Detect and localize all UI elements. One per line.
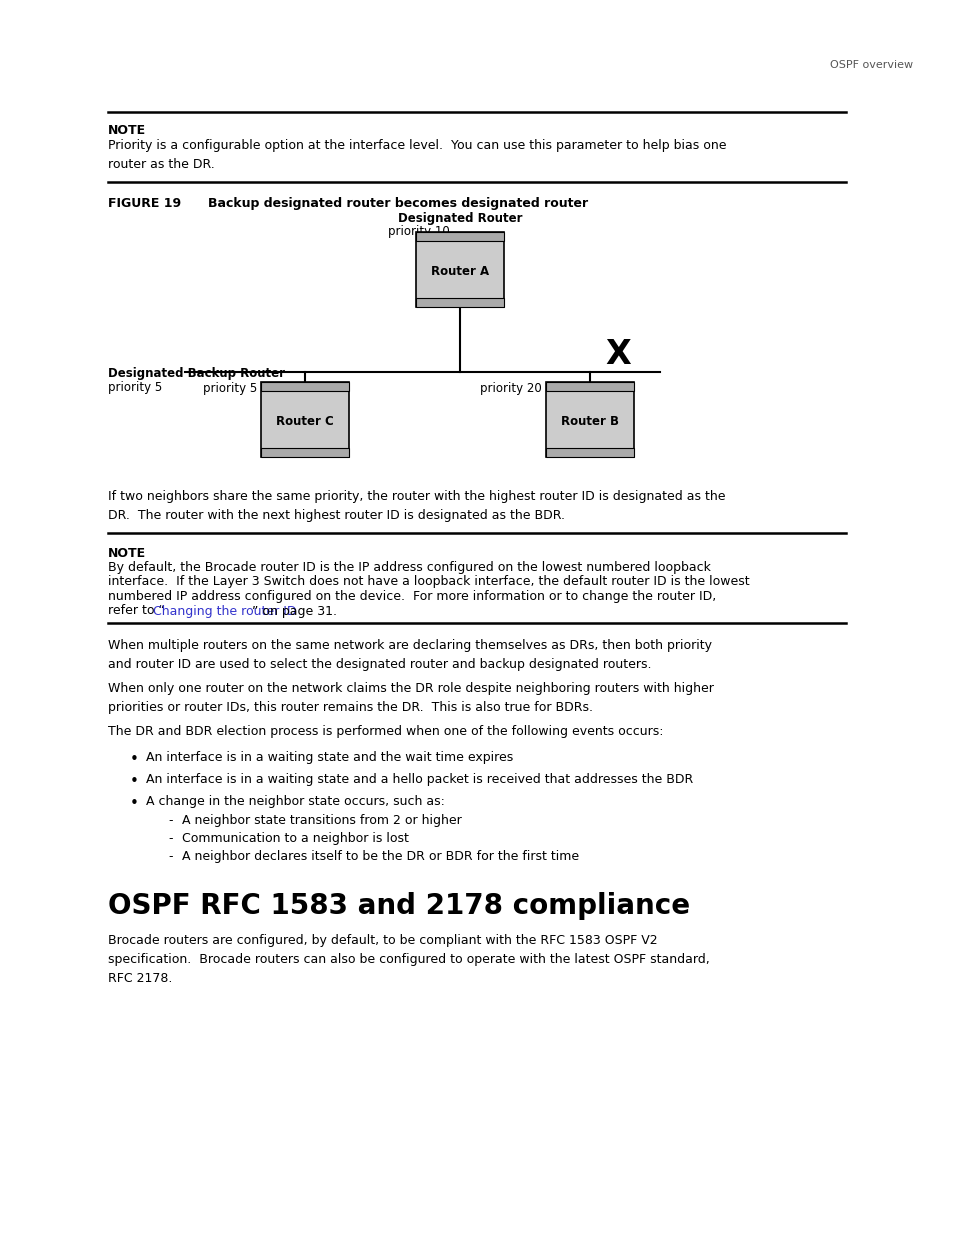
Text: Backup designated router becomes designated router: Backup designated router becomes designa… xyxy=(208,198,587,210)
Text: NOTE: NOTE xyxy=(108,124,146,137)
Text: -: - xyxy=(168,850,172,863)
Text: numbered IP address configured on the device.  For more information or to change: numbered IP address configured on the de… xyxy=(108,590,716,603)
Text: Router B: Router B xyxy=(560,415,618,429)
Text: •: • xyxy=(130,773,139,788)
Text: Router A: Router A xyxy=(431,266,489,278)
Text: When multiple routers on the same network are declaring themselves as DRs, then : When multiple routers on the same networ… xyxy=(108,638,711,671)
Bar xyxy=(261,448,349,457)
Bar xyxy=(545,382,634,391)
Text: refer to “: refer to “ xyxy=(108,604,165,618)
Text: interface.  If the Layer 3 Switch does not have a loopback interface, the defaul: interface. If the Layer 3 Switch does no… xyxy=(108,576,749,589)
Text: priority 10: priority 10 xyxy=(388,225,450,238)
Text: ” on page 31.: ” on page 31. xyxy=(252,604,336,618)
Text: An interface is in a waiting state and the wait time expires: An interface is in a waiting state and t… xyxy=(146,752,513,764)
Bar xyxy=(416,232,503,241)
Text: Communication to a neighbor is lost: Communication to a neighbor is lost xyxy=(182,832,409,845)
Text: •: • xyxy=(130,752,139,767)
Text: If two neighbors share the same priority, the router with the highest router ID : If two neighbors share the same priority… xyxy=(108,490,724,522)
Text: By default, the Brocade router ID is the IP address configured on the lowest num: By default, the Brocade router ID is the… xyxy=(108,561,710,574)
Text: •: • xyxy=(130,795,139,810)
Text: FIGURE 19: FIGURE 19 xyxy=(108,198,181,210)
Text: Priority is a configurable option at the interface level.  You can use this para: Priority is a configurable option at the… xyxy=(108,140,726,170)
Text: When only one router on the network claims the DR role despite neighboring route: When only one router on the network clai… xyxy=(108,682,713,714)
Text: Router C: Router C xyxy=(275,415,334,429)
Bar xyxy=(261,382,349,391)
Text: A neighbor declares itself to be the DR or BDR for the first time: A neighbor declares itself to be the DR … xyxy=(182,850,578,863)
Text: priority 5: priority 5 xyxy=(203,382,256,395)
Text: Changing the router ID: Changing the router ID xyxy=(152,604,296,618)
Text: OSPF overview: OSPF overview xyxy=(829,61,912,70)
Text: X: X xyxy=(604,338,630,372)
Text: An interface is in a waiting state and a hello packet is received that addresses: An interface is in a waiting state and a… xyxy=(146,773,693,787)
Text: Designated Backup Router: Designated Backup Router xyxy=(108,367,285,380)
Text: NOTE: NOTE xyxy=(108,547,146,559)
Bar xyxy=(545,448,634,457)
Text: Brocade routers are configured, by default, to be compliant with the RFC 1583 OS: Brocade routers are configured, by defau… xyxy=(108,934,709,986)
Text: priority 5: priority 5 xyxy=(108,382,162,394)
Text: -: - xyxy=(168,814,172,827)
Text: The DR and BDR election process is performed when one of the following events oc: The DR and BDR election process is perfo… xyxy=(108,725,662,739)
Text: A change in the neighbor state occurs, such as:: A change in the neighbor state occurs, s… xyxy=(146,795,444,809)
Text: OSPF RFC 1583 and 2178 compliance: OSPF RFC 1583 and 2178 compliance xyxy=(108,892,689,920)
Text: Designated Router: Designated Router xyxy=(397,212,521,225)
Bar xyxy=(261,382,349,457)
Bar xyxy=(416,298,503,308)
Text: priority 20: priority 20 xyxy=(479,382,541,395)
Text: -: - xyxy=(168,832,172,845)
Bar xyxy=(416,232,503,308)
Bar xyxy=(545,382,634,457)
Text: A neighbor state transitions from 2 or higher: A neighbor state transitions from 2 or h… xyxy=(182,814,461,827)
